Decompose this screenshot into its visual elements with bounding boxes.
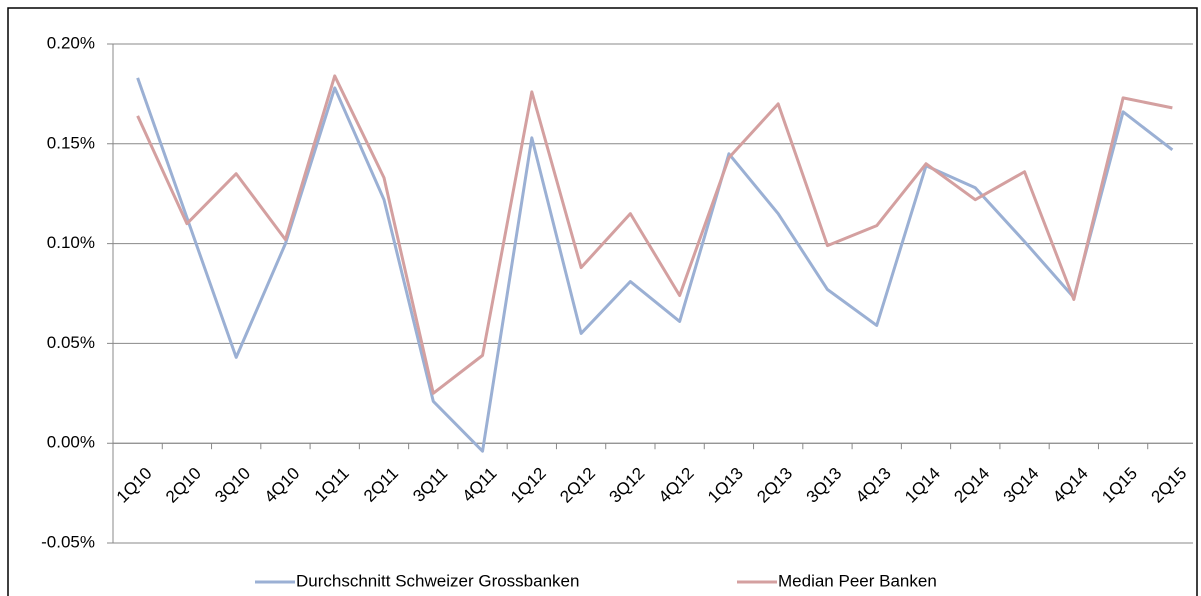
x-tick-label: 3Q13 bbox=[803, 464, 846, 507]
y-tick-label: 0.10% bbox=[47, 233, 95, 252]
y-tick-label: -0.05% bbox=[41, 532, 95, 551]
x-tick-label: 4Q10 bbox=[261, 464, 304, 507]
x-tick-label: 3Q12 bbox=[606, 464, 649, 507]
x-tick-label: 4Q11 bbox=[459, 464, 501, 506]
x-tick-label: 1Q15 bbox=[1098, 464, 1141, 507]
y-tick-label: 0.00% bbox=[47, 433, 95, 452]
x-tick-label: 2Q13 bbox=[753, 464, 796, 507]
series-line bbox=[136, 77, 1174, 453]
x-tick-label: 1Q13 bbox=[704, 464, 747, 507]
x-tick-label: 3Q14 bbox=[1000, 464, 1043, 507]
x-tick-label: 1Q11 bbox=[311, 464, 353, 506]
x-tick-label: 2Q14 bbox=[950, 464, 993, 507]
y-tick-label: 0.05% bbox=[47, 333, 95, 352]
x-tick-label: 1Q14 bbox=[901, 464, 944, 507]
x-tick-label: 2Q11 bbox=[360, 464, 402, 506]
x-tick-label: 3Q10 bbox=[211, 464, 254, 507]
x-tick-label: 1Q10 bbox=[113, 464, 156, 507]
x-tick-label: 3Q11 bbox=[409, 464, 451, 506]
x-tick-label: 4Q13 bbox=[852, 464, 895, 507]
y-tick-label: 0.15% bbox=[47, 133, 95, 152]
legend-label: Durchschnitt Schweizer Grossbanken bbox=[296, 571, 579, 590]
legend-label: Median Peer Banken bbox=[778, 571, 937, 590]
x-tick-label: 2Q12 bbox=[556, 464, 599, 507]
x-tick-label: 1Q12 bbox=[507, 464, 550, 507]
x-tick-label: 4Q14 bbox=[1049, 464, 1092, 507]
x-tick-label: 4Q12 bbox=[655, 464, 698, 507]
series-line bbox=[136, 74, 1173, 395]
x-tick-label: 2Q15 bbox=[1148, 464, 1191, 507]
chart-frame bbox=[7, 7, 1198, 596]
y-tick-label: 0.20% bbox=[47, 33, 95, 52]
x-tick-label: 2Q10 bbox=[162, 464, 205, 507]
